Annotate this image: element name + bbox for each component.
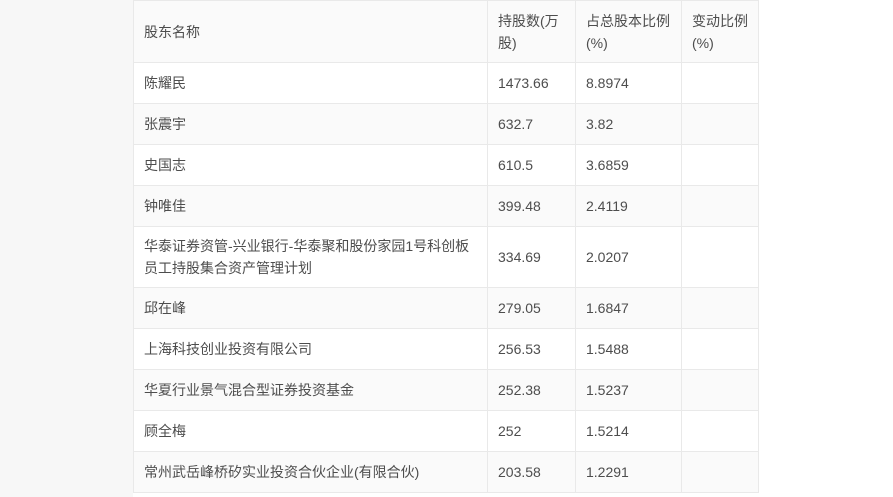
cell-pct: 2.4119 — [575, 185, 682, 227]
table-row: 史国志 610.5 3.6859 — [133, 144, 759, 186]
cell-pct: 1.5237 — [575, 369, 682, 411]
col-header-change-pct: 变动比例(%) — [681, 0, 759, 63]
cell-shareholder-name: 上海科技创业投资有限公司 — [133, 328, 488, 370]
cell-change — [681, 144, 759, 186]
cell-pct: 3.82 — [575, 103, 682, 145]
cell-shareholder-name: 华泰证券资管-兴业银行-华泰聚和股份家园1号科创板员工持股集合资产管理计划 — [133, 226, 488, 288]
col-header-shareholder-name: 股东名称 — [133, 0, 488, 63]
cell-pct: 1.2291 — [575, 451, 682, 493]
cell-change — [681, 103, 759, 145]
table-row: 上海科技创业投资有限公司 256.53 1.5488 — [133, 328, 759, 370]
cell-shares: 1473.66 — [487, 62, 576, 104]
table-row: 华泰证券资管-兴业银行-华泰聚和股份家园1号科创板员工持股集合资产管理计划 33… — [133, 226, 759, 288]
cell-change — [681, 287, 759, 329]
cell-shares: 252.38 — [487, 369, 576, 411]
cell-change — [681, 185, 759, 227]
page-left-gutter — [0, 0, 133, 497]
cell-change — [681, 226, 759, 288]
table-row: 常州武岳峰桥矽实业投资合伙企业(有限合伙) 203.58 1.2291 — [133, 451, 759, 493]
cell-change — [681, 62, 759, 104]
cell-shareholder-name: 史国志 — [133, 144, 488, 186]
table-row: 陈耀民 1473.66 8.8974 — [133, 62, 759, 104]
cell-shareholder-name: 顾全梅 — [133, 410, 488, 452]
shareholder-table-container: 股东名称 持股数(万股) 占总股本比例(%) 变动比例(%) 陈耀民 1473.… — [133, 0, 759, 493]
cell-shares: 632.7 — [487, 103, 576, 145]
cell-change — [681, 410, 759, 452]
cell-pct: 2.0207 — [575, 226, 682, 288]
cell-shares: 399.48 — [487, 185, 576, 227]
cell-pct: 3.6859 — [575, 144, 682, 186]
cell-shareholder-name: 常州武岳峰桥矽实业投资合伙企业(有限合伙) — [133, 451, 488, 493]
table-header-row: 股东名称 持股数(万股) 占总股本比例(%) 变动比例(%) — [133, 0, 759, 63]
cell-shareholder-name: 华夏行业景气混合型证券投资基金 — [133, 369, 488, 411]
col-header-shares-held: 持股数(万股) — [487, 0, 576, 63]
cell-pct: 1.6847 — [575, 287, 682, 329]
table-row: 张震宇 632.7 3.82 — [133, 103, 759, 145]
cell-shareholder-name: 邱在峰 — [133, 287, 488, 329]
cell-shareholder-name: 钟唯佳 — [133, 185, 488, 227]
cell-shares: 203.58 — [487, 451, 576, 493]
table-row: 邱在峰 279.05 1.6847 — [133, 287, 759, 329]
table-row: 钟唯佳 399.48 2.4119 — [133, 185, 759, 227]
shareholder-table: 股东名称 持股数(万股) 占总股本比例(%) 变动比例(%) 陈耀民 1473.… — [133, 0, 759, 493]
cell-change — [681, 369, 759, 411]
table-row: 华夏行业景气混合型证券投资基金 252.38 1.5237 — [133, 369, 759, 411]
cell-change — [681, 451, 759, 493]
table-row: 顾全梅 252 1.5214 — [133, 410, 759, 452]
cell-shareholder-name: 张震宇 — [133, 103, 488, 145]
cell-shareholder-name: 陈耀民 — [133, 62, 488, 104]
cell-shares: 610.5 — [487, 144, 576, 186]
col-header-pct-of-total: 占总股本比例(%) — [575, 0, 682, 63]
cell-pct: 1.5214 — [575, 410, 682, 452]
cell-change — [681, 328, 759, 370]
cell-shares: 279.05 — [487, 287, 576, 329]
cell-pct: 1.5488 — [575, 328, 682, 370]
cell-shares: 252 — [487, 410, 576, 452]
cell-shares: 334.69 — [487, 226, 576, 288]
cell-pct: 8.8974 — [575, 62, 682, 104]
cell-shares: 256.53 — [487, 328, 576, 370]
